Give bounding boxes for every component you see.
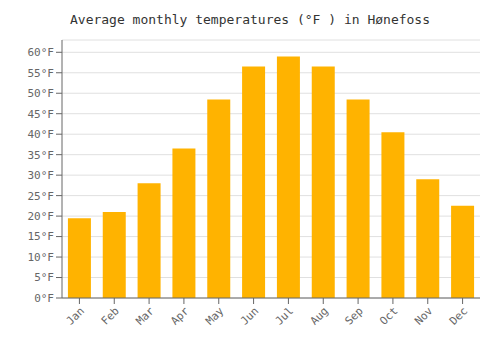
svg-text:Dec: Dec [447, 304, 470, 327]
svg-text:0°F: 0°F [34, 292, 54, 305]
html-text:Average monthly temperatures (: Average monthly temperatures (°F ) in Hø… [70, 12, 430, 27]
svg-text:30°F: 30°F [28, 169, 55, 182]
svg-text:50°F: 50°F [28, 87, 55, 100]
svg-text:5°F: 5°F [34, 271, 54, 284]
svg-text:Jun: Jun [238, 304, 261, 327]
svg-text:Aug: Aug [308, 304, 331, 327]
svg-text:15°F: 15°F [28, 230, 55, 243]
svg-text:60°F: 60°F [28, 46, 55, 59]
svg-text:Apr: Apr [168, 304, 192, 328]
svg-text:Nov: Nov [412, 304, 436, 328]
svg-text:40°F: 40°F [28, 128, 55, 141]
svg-text:Mar: Mar [133, 304, 157, 328]
svg-text:25°F: 25°F [28, 190, 55, 203]
svg-text:Feb: Feb [99, 304, 122, 327]
svg-text:May: May [203, 304, 227, 328]
svg-text:Sep: Sep [342, 304, 365, 327]
svg-text:35°F: 35°F [28, 149, 55, 162]
svg-text:55°F: 55°F [28, 67, 55, 80]
svg-text:Jul: Jul [273, 304, 296, 327]
svg-text:Jan: Jan [64, 304, 87, 327]
svg-text:20°F: 20°F [28, 210, 55, 223]
svg-text:10°F: 10°F [28, 251, 55, 264]
svg-text:Oct: Oct [377, 304, 400, 327]
svg-text:45°F: 45°F [28, 108, 55, 121]
